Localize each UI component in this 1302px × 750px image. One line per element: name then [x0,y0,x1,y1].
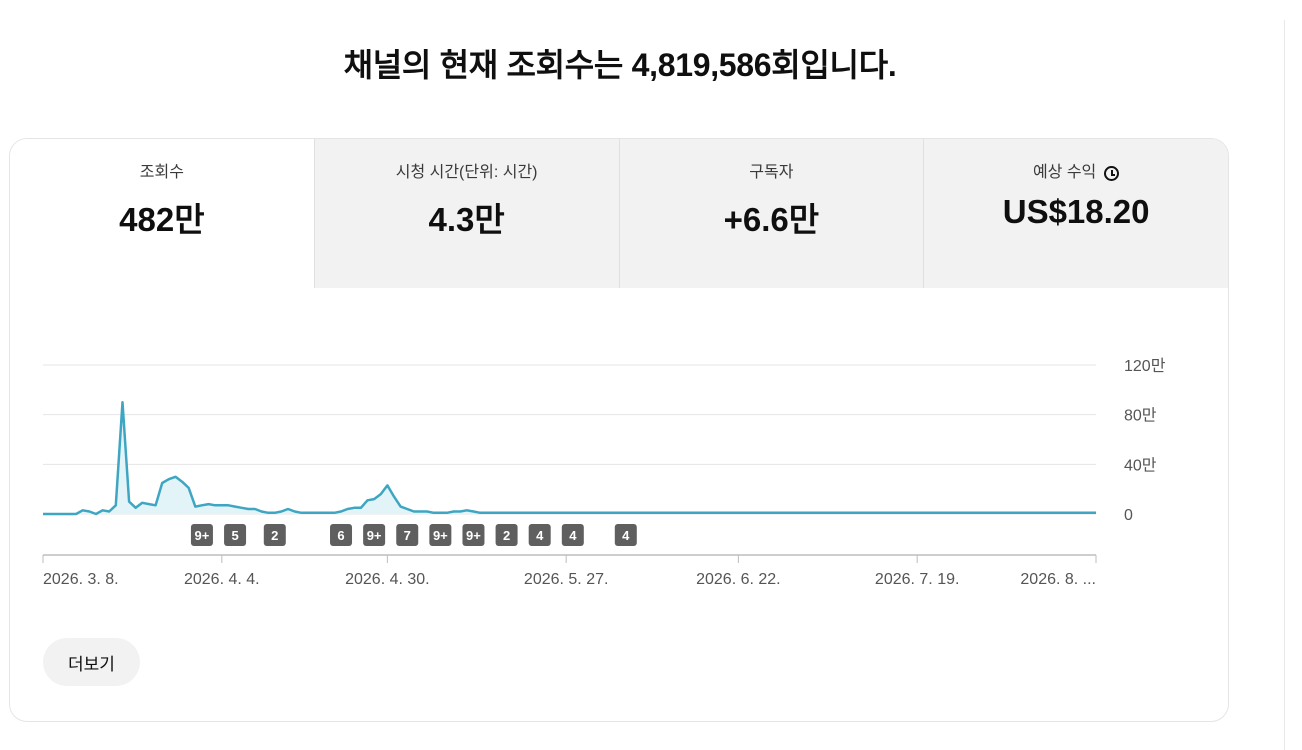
content-marker[interactable]: 9+ [363,524,386,546]
content-marker[interactable]: 2 [263,524,286,546]
y-tick-label: 120만 [1124,357,1166,375]
content-marker-label[interactable]: 5 [231,528,238,543]
content-marker[interactable]: 6 [330,524,353,546]
analytics-card: 조회수 482만 시청 시간(단위: 시간) 4.3만 구독자 +6.6만 예상… [9,138,1229,722]
x-tick-label: 2026. 8. ... [1020,571,1096,588]
y-tick-label: 80만 [1124,407,1157,425]
content-marker[interactable]: 5 [224,524,247,546]
content-marker-label[interactable]: 9+ [466,528,481,543]
content-marker-label[interactable]: 4 [536,528,544,543]
x-tick-label: 2026. 4. 4. [184,571,260,588]
clock-icon[interactable] [1104,166,1120,181]
tab-revenue-value: US$18.20 [1002,193,1150,230]
tab-revenue-label: 예상 수익 [1032,164,1097,181]
tab-views-label: 조회수 [139,164,184,181]
x-tick-label: 2026. 4. 30. [345,571,430,588]
content-marker-box[interactable] [462,524,485,546]
tab-watch-time-label: 시청 시간(단위: 시간) [395,164,538,181]
more-button[interactable]: 더보기 [43,638,140,686]
content-marker[interactable]: 9+ [190,524,213,546]
x-tick-label: 2026. 6. 22. [696,571,781,588]
metric-tabs: 조회수 482만 시청 시간(단위: 시간) 4.3만 구독자 +6.6만 예상… [10,139,1228,288]
content-marker-box[interactable] [528,524,551,546]
content-marker[interactable]: 4 [528,524,551,546]
content-marker[interactable]: 2 [495,524,518,546]
tab-subscribers-value: +6.6만 [723,201,820,238]
content-marker[interactable]: 4 [561,524,584,546]
content-marker-box[interactable] [561,524,584,546]
tab-views-value: 482만 [119,201,205,238]
content-marker-box[interactable] [363,524,386,546]
content-marker-label[interactable]: 7 [404,528,411,543]
content-marker-label[interactable]: 9+ [433,528,448,543]
tab-subscribers-label: 구독자 [749,164,794,181]
page-headline: 채널의 현재 조회수는 4,819,586회입니다. [343,47,897,83]
x-tick-label: 2026. 3. 8. [43,571,119,588]
content-marker-label[interactable]: 2 [271,528,278,543]
series-area [43,402,1096,514]
content-marker[interactable]: 4 [614,524,637,546]
tab-watch-time[interactable]: 시청 시간(단위: 시간) 4.3만 [313,139,619,288]
x-tick-label: 2026. 5. 27. [524,571,609,588]
tab-subscribers[interactable]: 구독자 +6.6만 [618,139,924,288]
side-panel-divider [1284,20,1285,750]
tab-revenue[interactable]: 예상 수익 US$18.20 [923,139,1228,288]
content-marker-box[interactable] [263,524,286,546]
x-tick-label: 2026. 7. 19. [875,571,960,588]
series-line [43,401,1096,516]
views-chart: 0 40만 80만 120만 2026. 3. 8. 2026. 4. 4. 2026. 4… [42,357,1166,588]
content-marker-label[interactable]: 9+ [367,528,382,543]
content-marker-label[interactable]: 4 [622,528,630,543]
content-marker[interactable]: 9+ [462,524,485,546]
content-marker-box[interactable] [495,524,518,546]
content-marker-box[interactable] [614,524,637,546]
content-marker-box[interactable] [330,524,353,546]
tab-watch-time-value: 4.3만 [428,201,505,238]
content-marker-box[interactable] [224,524,247,546]
content-marker[interactable]: 9+ [429,524,452,546]
tab-views[interactable]: 조회수 482만 [10,139,314,288]
content-marker-box[interactable] [429,524,452,546]
y-tick-label: 0 [1124,507,1133,524]
content-marker-label[interactable]: 4 [569,528,577,543]
content-marker-label[interactable]: 2 [503,528,510,543]
content-marker-label[interactable]: 9+ [195,528,210,543]
content-marker-box[interactable] [396,524,419,546]
content-marker-box[interactable] [190,524,213,546]
y-tick-label: 40만 [1124,456,1157,474]
content-marker[interactable]: 7 [396,524,419,546]
tab-revenue-label-wrap: 예상 수익 [924,163,1228,183]
content-marker-label[interactable]: 6 [337,528,344,543]
